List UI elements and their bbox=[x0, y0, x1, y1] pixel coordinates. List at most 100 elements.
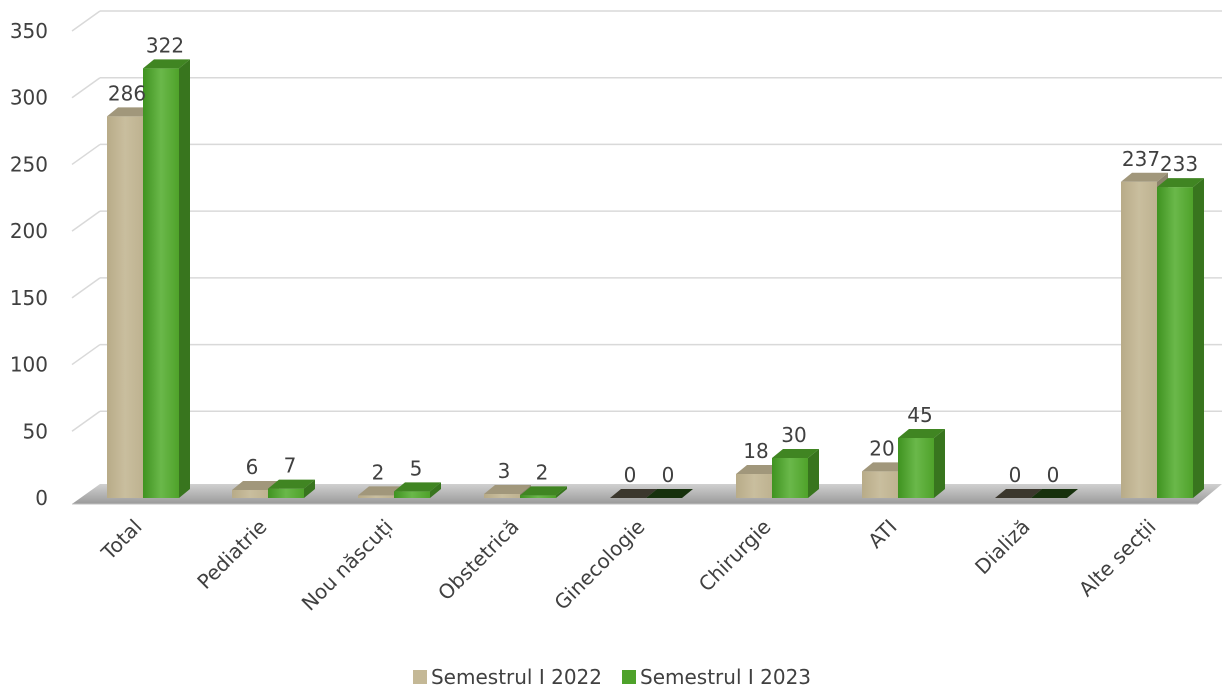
bar-2023-top bbox=[143, 59, 190, 69]
bar-2022-top bbox=[232, 480, 279, 490]
bar-2022-top bbox=[107, 107, 154, 117]
y-tick-label: 350 bbox=[10, 19, 48, 43]
data-label-2022: 2 bbox=[372, 460, 385, 484]
bar-2023 bbox=[268, 479, 315, 498]
legend-item-2022: Semestrul I 2022 bbox=[412, 665, 602, 689]
gridline-diagonal bbox=[71, 143, 101, 166]
y-tick-label: 100 bbox=[10, 353, 48, 377]
legend-swatch-2022 bbox=[412, 670, 427, 684]
y-tick-label: 250 bbox=[10, 152, 48, 176]
gridline-diagonal bbox=[71, 210, 101, 232]
bar-2022-front bbox=[862, 471, 898, 498]
x-category-label: Pediatrie bbox=[192, 515, 271, 594]
bar-2023-top bbox=[1031, 489, 1078, 498]
bar-2022-top bbox=[610, 489, 657, 498]
data-label-2022: 18 bbox=[743, 439, 768, 463]
data-label-2023: 7 bbox=[284, 454, 297, 478]
data-label-2022: 286 bbox=[108, 81, 146, 105]
data-label-2022: 3 bbox=[498, 459, 511, 483]
bar-2023-front bbox=[772, 457, 808, 498]
data-label-2022: 6 bbox=[246, 455, 259, 479]
bar-2023 bbox=[1031, 489, 1078, 498]
gridline-diagonal bbox=[71, 343, 101, 366]
bar-2023-side bbox=[1193, 178, 1204, 498]
bar-2022-top bbox=[862, 462, 909, 472]
bar-2022-top bbox=[736, 464, 783, 474]
data-label-2022: 0 bbox=[1009, 463, 1022, 487]
x-category-label: Obstetrică bbox=[433, 515, 523, 605]
legend-label-2022: Semestrul I 2022 bbox=[430, 665, 602, 689]
gridline-diagonal bbox=[71, 410, 101, 432]
legend: Semestrul I 2022 Semestrul I 2023 bbox=[0, 664, 1224, 690]
bar-2023 bbox=[898, 428, 945, 498]
data-label-2023: 233 bbox=[1160, 152, 1198, 176]
bar-2023-front bbox=[520, 495, 556, 498]
bar-2023-side bbox=[179, 59, 190, 499]
gridline-diagonal bbox=[71, 77, 101, 99]
bar-2023-top bbox=[646, 489, 693, 498]
x-category-label: Ginecologie bbox=[549, 515, 649, 615]
x-category-label: Dializă bbox=[970, 515, 1034, 579]
bar-2023-top bbox=[520, 486, 567, 496]
bar-2022-top bbox=[484, 484, 531, 494]
gridline-diagonal bbox=[71, 10, 101, 32]
bar-2022-front bbox=[736, 473, 772, 498]
bar-2023-side bbox=[934, 428, 945, 498]
bar-2023 bbox=[772, 448, 819, 498]
y-tick-label: 200 bbox=[10, 219, 48, 243]
bar-2022-top bbox=[358, 486, 405, 496]
bar-2022 bbox=[610, 489, 657, 498]
y-tick-label: 300 bbox=[10, 86, 48, 110]
bar-2023 bbox=[646, 489, 693, 498]
data-label-2023: 30 bbox=[781, 423, 806, 447]
gridline-diagonal bbox=[71, 277, 101, 299]
bar-2022 bbox=[995, 489, 1042, 498]
bar-2023-top bbox=[268, 479, 315, 489]
x-category-label: ATI bbox=[863, 515, 901, 553]
bar-2022-front bbox=[107, 116, 143, 498]
bar-2023-front bbox=[268, 488, 304, 498]
data-label-2023: 0 bbox=[662, 463, 675, 487]
data-label-2023: 0 bbox=[1047, 463, 1060, 487]
data-label-2023: 322 bbox=[146, 33, 184, 57]
legend-label-2023: Semestrul I 2023 bbox=[640, 665, 812, 689]
bar-2022-front bbox=[358, 495, 394, 498]
data-label-2023: 45 bbox=[907, 403, 932, 427]
x-category-label: Alte secții bbox=[1074, 515, 1161, 602]
x-category-label: Nou născuți bbox=[297, 515, 398, 616]
bar-2022-top bbox=[1121, 172, 1168, 182]
bar-2022-front bbox=[1121, 181, 1157, 498]
bar-2023-top bbox=[898, 428, 945, 438]
legend-item-2023: Semestrul I 2023 bbox=[622, 665, 811, 689]
bar-2022-top bbox=[995, 489, 1042, 498]
y-tick-label: 50 bbox=[23, 419, 48, 443]
bar-2023-side bbox=[556, 486, 567, 498]
data-label-2023: 5 bbox=[410, 456, 423, 480]
data-label-2023: 2 bbox=[536, 460, 549, 484]
bar-2023-top bbox=[1157, 178, 1204, 188]
bar-2023-top bbox=[394, 482, 441, 492]
data-label-2022: 20 bbox=[869, 436, 894, 460]
bar-2023 bbox=[520, 486, 567, 498]
bar-2023 bbox=[1157, 178, 1204, 498]
data-label-2022: 237 bbox=[1122, 147, 1160, 171]
bar-2022-front bbox=[232, 489, 268, 498]
bar-2023-side bbox=[808, 448, 819, 498]
bar-2022-front bbox=[484, 493, 520, 498]
bar-2023-front bbox=[143, 68, 179, 499]
y-tick-label: 0 bbox=[35, 486, 48, 510]
bar-2023 bbox=[394, 482, 441, 498]
bar-2023 bbox=[143, 59, 190, 499]
data-label-2022: 0 bbox=[624, 463, 637, 487]
bar-2023-top bbox=[772, 448, 819, 458]
x-category-label: Chirurgie bbox=[694, 515, 776, 597]
bar-2023-side bbox=[304, 479, 315, 498]
x-category-label: Total bbox=[96, 515, 147, 566]
bar-2023-front bbox=[394, 491, 430, 498]
y-tick-label: 150 bbox=[10, 286, 48, 310]
legend-swatch-2023 bbox=[622, 670, 636, 684]
bar-2023-side bbox=[430, 482, 441, 498]
bar-2023-front bbox=[898, 437, 934, 498]
bar-2023-front bbox=[1157, 187, 1193, 498]
